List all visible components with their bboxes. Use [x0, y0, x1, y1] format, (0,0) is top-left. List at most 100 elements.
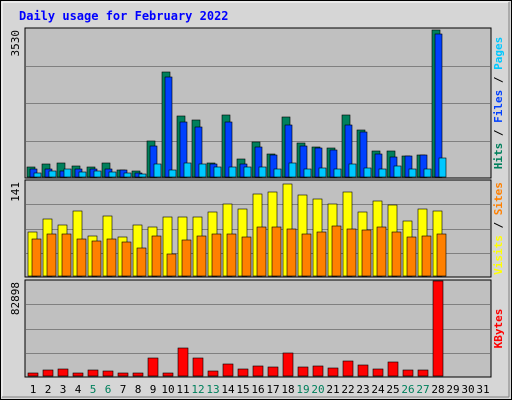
- x-tick-day-16: 16: [251, 383, 264, 396]
- bar-kbytes-day-21: [327, 367, 339, 377]
- x-tick-day-26: 26: [401, 383, 414, 396]
- x-tick-day-14: 14: [221, 383, 235, 396]
- bar-kbytes-day-13: [207, 370, 219, 377]
- bar-kbytes-day-5: [87, 369, 99, 377]
- bar-kbytes-day-19: [297, 366, 309, 377]
- bar-files-day-28: [434, 33, 443, 178]
- x-tick-day-28: 28: [431, 383, 444, 396]
- x-tick-day-17: 17: [266, 383, 279, 396]
- legend-item-sep: /: [492, 215, 505, 235]
- bar-files-day-19: [299, 145, 308, 178]
- bar-sites-day-1: [31, 238, 42, 277]
- bar-pages-day-15: [243, 166, 252, 178]
- bar-sites-day-3: [61, 233, 72, 277]
- bar-pages-day-2: [48, 170, 57, 178]
- bar-pages-day-17: [273, 168, 282, 178]
- bar-files-day-12: [194, 126, 203, 178]
- x-tick-day-12: 12: [191, 383, 204, 396]
- panel-middle: 141 Visits / Sites: [9, 179, 505, 278]
- bar-sites-day-25: [391, 231, 402, 277]
- x-tick-day-30: 30: [461, 383, 474, 396]
- legend-item-files: Files: [492, 90, 505, 123]
- bar-pages-day-8: [138, 173, 147, 178]
- bar-kbytes-day-28: [432, 280, 444, 377]
- x-tick-day-4: 4: [75, 383, 82, 396]
- bar-sites-day-4: [76, 238, 87, 277]
- bar-sites-day-20: [316, 231, 327, 277]
- bar-files-day-22: [344, 124, 353, 178]
- x-tick-day-24: 24: [371, 383, 385, 396]
- bar-pages-day-19: [303, 168, 312, 178]
- bar-files-day-20: [314, 147, 323, 178]
- bar-kbytes-day-15: [237, 368, 249, 377]
- bar-kbytes-day-18: [282, 352, 294, 377]
- bar-pages-day-25: [393, 165, 402, 178]
- bar-kbytes-day-8: [132, 372, 144, 377]
- bar-sites-day-10: [166, 253, 177, 277]
- bar-files-day-24: [374, 153, 383, 178]
- x-tick-day-7: 7: [120, 383, 127, 396]
- bar-pages-day-24: [378, 168, 387, 178]
- x-tick-day-6: 6: [105, 383, 112, 396]
- x-tick-day-27: 27: [416, 383, 429, 396]
- bar-kbytes-day-22: [342, 360, 354, 377]
- bar-sites-day-23: [361, 229, 372, 277]
- x-tick-day-13: 13: [206, 383, 219, 396]
- bar-sites-day-11: [181, 239, 192, 277]
- x-tick-day-8: 8: [135, 383, 142, 396]
- bar-pages-day-26: [408, 168, 417, 178]
- x-tick-day-21: 21: [326, 383, 339, 396]
- x-tick-day-11: 11: [176, 383, 189, 396]
- bar-sites-day-5: [91, 240, 102, 277]
- bar-kbytes-day-23: [357, 364, 369, 377]
- bar-pages-day-4: [78, 171, 87, 178]
- panel-top: 3530 Hits / Files / Pages: [9, 27, 505, 179]
- bar-sites-day-9: [151, 235, 162, 277]
- bar-pages-day-6: [108, 171, 117, 178]
- bar-files-day-27: [419, 154, 428, 178]
- bar-kbytes-day-6: [102, 370, 114, 377]
- bar-sites-day-28: [436, 233, 447, 277]
- bar-sites-day-18: [286, 228, 297, 277]
- bar-files-day-9: [149, 145, 158, 178]
- x-tick-day-5: 5: [90, 383, 97, 396]
- bar-pages-day-14: [228, 166, 237, 178]
- bar-sites-day-14: [226, 233, 237, 277]
- bar-files-day-18: [284, 124, 293, 178]
- bar-pages-day-12: [198, 163, 207, 178]
- bar-pages-day-1: [33, 172, 42, 178]
- bar-sites-day-26: [406, 236, 417, 277]
- x-tick-day-25: 25: [386, 383, 399, 396]
- legend-top: Hits / Files / Pages: [492, 37, 505, 170]
- bar-kbytes-day-4: [72, 372, 84, 377]
- bar-sites-day-19: [301, 233, 312, 277]
- bar-kbytes-day-9: [147, 357, 159, 377]
- bar-pages-day-20: [318, 167, 327, 178]
- bar-kbytes-day-2: [42, 369, 54, 377]
- x-tick-day-29: 29: [446, 383, 459, 396]
- legend-item-visits: Visits: [492, 235, 505, 275]
- bar-sites-day-8: [136, 247, 147, 277]
- bar-pages-day-10: [168, 169, 177, 178]
- bar-sites-day-15: [241, 236, 252, 277]
- bar-sites-day-16: [256, 226, 267, 277]
- bar-sites-day-21: [331, 225, 342, 277]
- x-tick-day-15: 15: [236, 383, 249, 396]
- bar-files-day-14: [224, 121, 233, 178]
- bar-files-day-16: [254, 146, 263, 178]
- bar-files-day-11: [179, 121, 188, 178]
- bar-kbytes-day-3: [57, 368, 69, 377]
- bar-kbytes-day-26: [402, 369, 414, 377]
- bar-sites-day-2: [46, 233, 57, 277]
- bar-kbytes-day-11: [177, 347, 189, 377]
- legend-item-hits: Hits: [492, 143, 505, 170]
- x-tick-day-18: 18: [281, 383, 294, 396]
- legend-item-kbytes: KBytes: [492, 309, 505, 349]
- bar-kbytes-day-27: [417, 369, 429, 377]
- x-tick-day-9: 9: [150, 383, 157, 396]
- bar-pages-day-9: [153, 163, 162, 178]
- legend-item-sep: /: [492, 123, 505, 143]
- x-tick-day-2: 2: [45, 383, 52, 396]
- x-tick-day-1: 1: [30, 383, 37, 396]
- ymax-label-top: 3530: [9, 30, 22, 57]
